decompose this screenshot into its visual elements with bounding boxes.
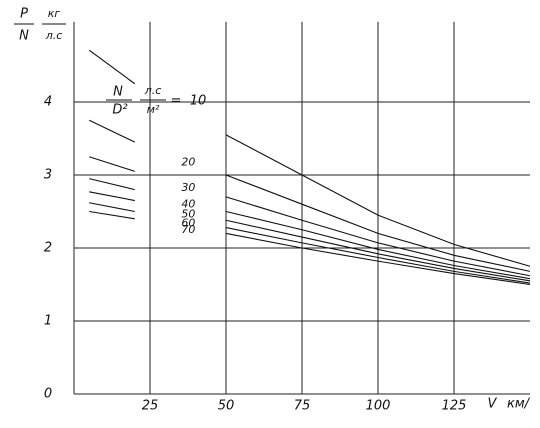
series-label: 30 [181,181,195,194]
x-label-unit: км/ [507,397,531,412]
y-tick-label: 1 [44,314,52,329]
y-unit-top: кг [48,7,61,20]
series-label: 60 [181,217,195,230]
series-label: 20 [181,156,195,169]
annotation-numerator: N [113,85,123,100]
annotation-equals: = [171,94,182,109]
annotation-denominator: D² [112,103,127,118]
x-tick-label: 75 [294,399,311,414]
x-tick-label: 100 [366,399,391,414]
series-label: 10 [190,94,207,109]
x-tick-label: 25 [142,399,159,414]
annotation-unit-top: л.с [144,84,162,97]
series-line [88,49,531,267]
series-line [89,156,531,277]
y-tick-label: 4 [44,95,52,110]
series-line [89,210,531,286]
x-tick-label: 50 [218,399,235,414]
series-label: 50 [181,207,195,220]
y-tick-label: 0 [44,387,52,402]
series-line [88,119,531,272]
y-tick-label: 3 [44,168,52,183]
series-line [89,202,531,284]
series-line [89,191,531,282]
y-label-top: P [20,7,28,22]
y-tick-label: 2 [44,241,52,256]
y-label-bottom: N [19,29,29,44]
y-unit-bottom: л.с [45,29,63,42]
series-line [89,178,531,280]
annotation-unit-bottom: м² [147,103,160,116]
series-label: 40 [181,198,195,211]
x-tick-label: 125 [442,399,467,414]
series-label: 70 [181,223,195,236]
x-label-symbol: V [488,397,498,412]
